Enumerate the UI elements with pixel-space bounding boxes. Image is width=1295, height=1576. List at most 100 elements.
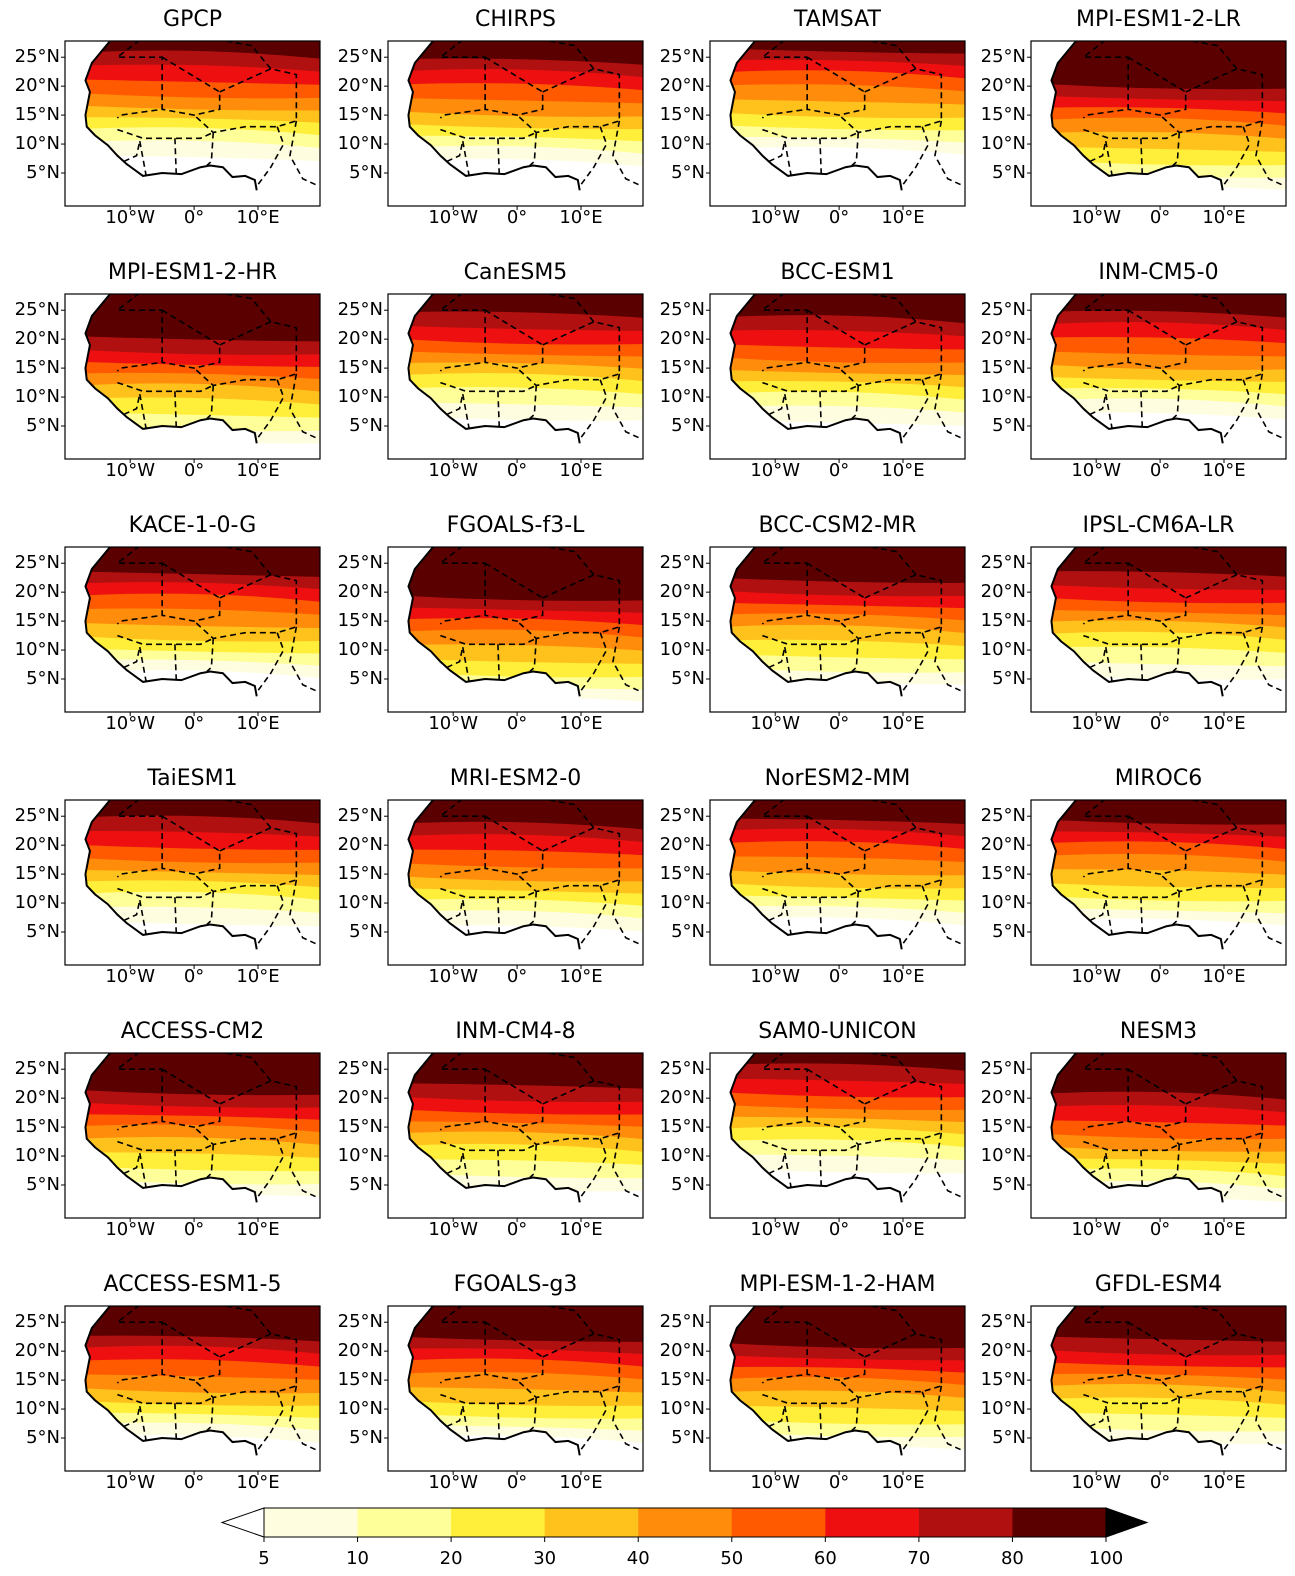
y-tick-label: 20°N xyxy=(338,1087,383,1108)
x-tick-label: 10°W xyxy=(750,713,800,734)
map-panel: CanESM5 25°N 20°N 15°N 10°N 5°N 10°W 0° 10°E xyxy=(338,260,644,481)
border xyxy=(851,638,860,673)
x-tick-label: 0° xyxy=(184,1472,204,1493)
border xyxy=(544,41,595,70)
border xyxy=(1089,1152,1107,1175)
border xyxy=(461,647,470,683)
border xyxy=(221,294,272,323)
x-tick-label: 10°E xyxy=(236,713,279,734)
rain-band xyxy=(408,1053,643,1089)
x-tick-label: 10°E xyxy=(881,713,924,734)
y-tick-label: 25°N xyxy=(15,805,60,826)
rain-clip xyxy=(729,294,965,444)
border xyxy=(123,140,141,163)
rain-field xyxy=(730,294,965,426)
y-tick-label: 25°N xyxy=(660,46,705,67)
x-tick-label: 0° xyxy=(184,966,204,987)
coastline xyxy=(407,547,581,697)
border xyxy=(783,394,792,430)
rain-band xyxy=(85,1053,320,1096)
coastline xyxy=(84,800,258,950)
rain-clip xyxy=(1050,800,1286,950)
border xyxy=(1104,1406,1113,1442)
border xyxy=(446,393,464,416)
map-panel: MRI-ESM2-0 25°N 20°N 15°N 10°N 5°N 10°W 0° 10°E xyxy=(338,766,644,987)
coastline xyxy=(84,1053,258,1203)
x-tick-label: 0° xyxy=(1150,460,1170,481)
map-panel: CHIRPS 25°N 20°N 15°N 10°N 5°N 10°W 0° 10°E xyxy=(338,7,644,228)
coastline xyxy=(1050,294,1224,444)
border xyxy=(446,1152,464,1175)
x-tick-label: 10°E xyxy=(559,966,602,987)
y-tick-label: 10°N xyxy=(660,1398,705,1419)
border xyxy=(257,1391,285,1451)
border xyxy=(1104,1153,1113,1189)
map-panel: BCC-CSM2-MR 25°N 20°N 15°N 10°N 5°N 10°W 0° 10°E xyxy=(660,513,966,734)
border xyxy=(461,1153,470,1189)
border xyxy=(206,132,215,167)
border xyxy=(484,1068,544,1128)
border xyxy=(902,632,930,692)
x-tick-label: 0° xyxy=(507,1472,527,1493)
y-tick-label: 15°N xyxy=(981,610,1026,631)
rain-field xyxy=(85,1306,320,1444)
border xyxy=(138,141,147,177)
border xyxy=(529,638,538,673)
border xyxy=(257,126,285,186)
border xyxy=(1127,1321,1187,1381)
border xyxy=(1104,647,1113,683)
border xyxy=(838,320,943,387)
y-tick-label: 25°N xyxy=(660,805,705,826)
y-tick-label: 25°N xyxy=(338,46,383,67)
y-tick-label: 15°N xyxy=(981,357,1026,378)
x-tick-label: 10°E xyxy=(1202,207,1245,228)
border xyxy=(760,41,808,119)
border xyxy=(760,1306,808,1384)
border xyxy=(123,899,141,922)
rain-field xyxy=(85,1053,320,1197)
colorbar-bin xyxy=(731,1508,826,1537)
coastline xyxy=(729,1306,903,1456)
y-tick-label: 25°N xyxy=(981,1058,1026,1079)
border xyxy=(174,897,178,933)
y-tick-label: 25°N xyxy=(338,1058,383,1079)
y-tick-label: 25°N xyxy=(338,299,383,320)
y-tick-label: 10°N xyxy=(660,639,705,660)
border xyxy=(516,1079,621,1146)
panel-frame xyxy=(64,546,321,713)
panel-title: GPCP xyxy=(163,7,222,32)
rain-band xyxy=(1051,1053,1286,1101)
panel-frame xyxy=(1030,293,1287,460)
x-tick-label: 10°E xyxy=(559,460,602,481)
colorbar-label: 80 xyxy=(1001,1548,1024,1569)
panel-frame xyxy=(709,546,966,713)
border xyxy=(819,1150,823,1186)
border xyxy=(819,138,823,174)
coastline xyxy=(729,41,903,191)
panel-frame xyxy=(387,293,644,460)
panel-frame xyxy=(64,1052,321,1219)
border xyxy=(851,385,860,420)
border xyxy=(193,1332,298,1399)
x-tick-label: 10°W xyxy=(428,207,478,228)
y-tick-label: 20°N xyxy=(981,1340,1026,1361)
coastline xyxy=(407,294,581,444)
x-tick-label: 10°E xyxy=(1202,1472,1245,1493)
border xyxy=(1223,1138,1251,1198)
y-tick-label: 20°N xyxy=(15,75,60,96)
border xyxy=(484,309,544,369)
border xyxy=(438,1053,486,1131)
rain-band xyxy=(730,800,965,825)
y-tick-label: 5°N xyxy=(26,415,60,436)
border xyxy=(138,647,147,683)
y-tick-label: 5°N xyxy=(992,162,1026,183)
border xyxy=(580,1391,608,1451)
border xyxy=(516,826,621,893)
border xyxy=(851,132,860,167)
rain-field xyxy=(1051,547,1286,680)
border xyxy=(866,1306,917,1335)
border xyxy=(221,547,272,576)
border xyxy=(1172,1397,1181,1432)
border xyxy=(1089,1405,1107,1428)
border xyxy=(1089,393,1107,416)
